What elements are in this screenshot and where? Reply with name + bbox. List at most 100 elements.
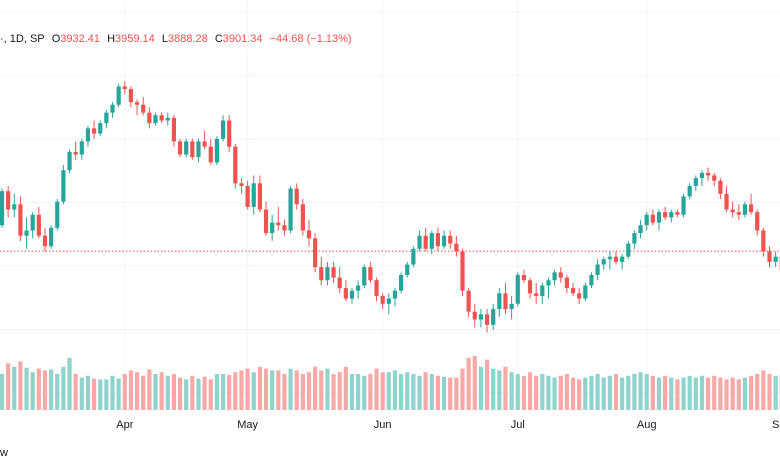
candle (755, 209, 760, 236)
candle (245, 180, 250, 210)
candle-body (491, 309, 496, 325)
candle (527, 277, 533, 299)
volume-bar (620, 377, 625, 410)
candle (773, 251, 778, 268)
volume-bar (337, 372, 342, 410)
candle (55, 199, 60, 231)
candle (399, 272, 404, 294)
candle-body (349, 290, 355, 299)
candle (380, 293, 385, 310)
candle-body (306, 230, 312, 239)
candle-body (282, 225, 287, 231)
volume-bar (583, 377, 588, 410)
volume-bar (656, 377, 662, 410)
volume-bar (607, 375, 612, 410)
volume-bar (435, 375, 441, 410)
candle (0, 188, 5, 228)
candle-body (208, 146, 213, 163)
candle (288, 185, 293, 234)
candle-body (386, 298, 391, 304)
x-tick-label: Jun (374, 419, 392, 431)
symbol-suffix: ·, 1D, SP (0, 33, 45, 45)
volume-bar (718, 377, 723, 410)
candle (607, 251, 612, 270)
candle-body (638, 225, 643, 234)
candle (257, 175, 262, 213)
volume-bar (429, 374, 434, 410)
candle (30, 212, 35, 239)
volume-bar (343, 366, 348, 410)
candle (251, 175, 256, 215)
candle (6, 185, 11, 218)
candle (220, 115, 226, 142)
candle-body (55, 201, 60, 228)
candle-body (767, 251, 772, 262)
candle (362, 264, 367, 289)
x-tick-label: Jul (511, 419, 525, 431)
change-value: −44.68 (−1.13%) (269, 33, 352, 45)
volume-bar (122, 374, 127, 410)
candle-body (85, 128, 91, 142)
candle (147, 107, 152, 129)
volume-bar (270, 370, 275, 410)
volume-bar (423, 372, 428, 410)
candle (294, 183, 299, 210)
candle-body (650, 214, 655, 223)
volume-bar (30, 372, 35, 410)
candle (577, 288, 582, 304)
candle-body (392, 290, 398, 299)
volume-bar (36, 368, 41, 410)
volume-bar (202, 376, 207, 410)
candle-body (0, 191, 5, 226)
volume-bar (214, 374, 219, 410)
candle (276, 206, 281, 231)
candle (417, 230, 422, 252)
candle (202, 130, 207, 150)
volume-bar (730, 377, 735, 410)
candle (153, 112, 158, 126)
volume-bar (509, 372, 514, 410)
candle-body (595, 264, 600, 275)
volume-bar (441, 376, 447, 410)
candle (423, 227, 428, 252)
volume-bar (227, 374, 232, 410)
candle-body (681, 196, 686, 215)
volume-bar (177, 377, 183, 410)
volume-bar (147, 369, 152, 410)
candle (613, 251, 619, 265)
candle-body (730, 209, 735, 213)
candle-body (30, 214, 35, 231)
candle (368, 261, 373, 283)
volume-bar (239, 370, 244, 410)
volume-bar (349, 374, 355, 410)
volume-bar (251, 372, 256, 410)
candle (92, 120, 97, 139)
candle-body (368, 267, 373, 281)
candle-body (552, 272, 557, 281)
candle-body (159, 115, 164, 121)
candle-body (128, 89, 134, 103)
candle-body (24, 230, 29, 236)
candle-body (748, 204, 754, 213)
candle (12, 193, 17, 218)
candle (110, 102, 115, 118)
volume-bar (411, 374, 416, 410)
candle (601, 256, 606, 270)
volume-bar (638, 372, 643, 410)
candle (392, 288, 398, 307)
candle-body (534, 293, 539, 296)
candle-body (270, 222, 275, 234)
low-label: L (161, 33, 168, 45)
candle-body (110, 104, 115, 113)
candle-body (742, 204, 748, 215)
candle (620, 254, 625, 270)
candle (165, 112, 170, 126)
candle (644, 212, 649, 231)
volume-bar (79, 377, 84, 410)
volume-bar (300, 374, 305, 410)
candle-body (73, 151, 78, 155)
volume-bar (454, 377, 459, 410)
volume-bar (73, 374, 78, 410)
volume-bar (104, 379, 109, 410)
